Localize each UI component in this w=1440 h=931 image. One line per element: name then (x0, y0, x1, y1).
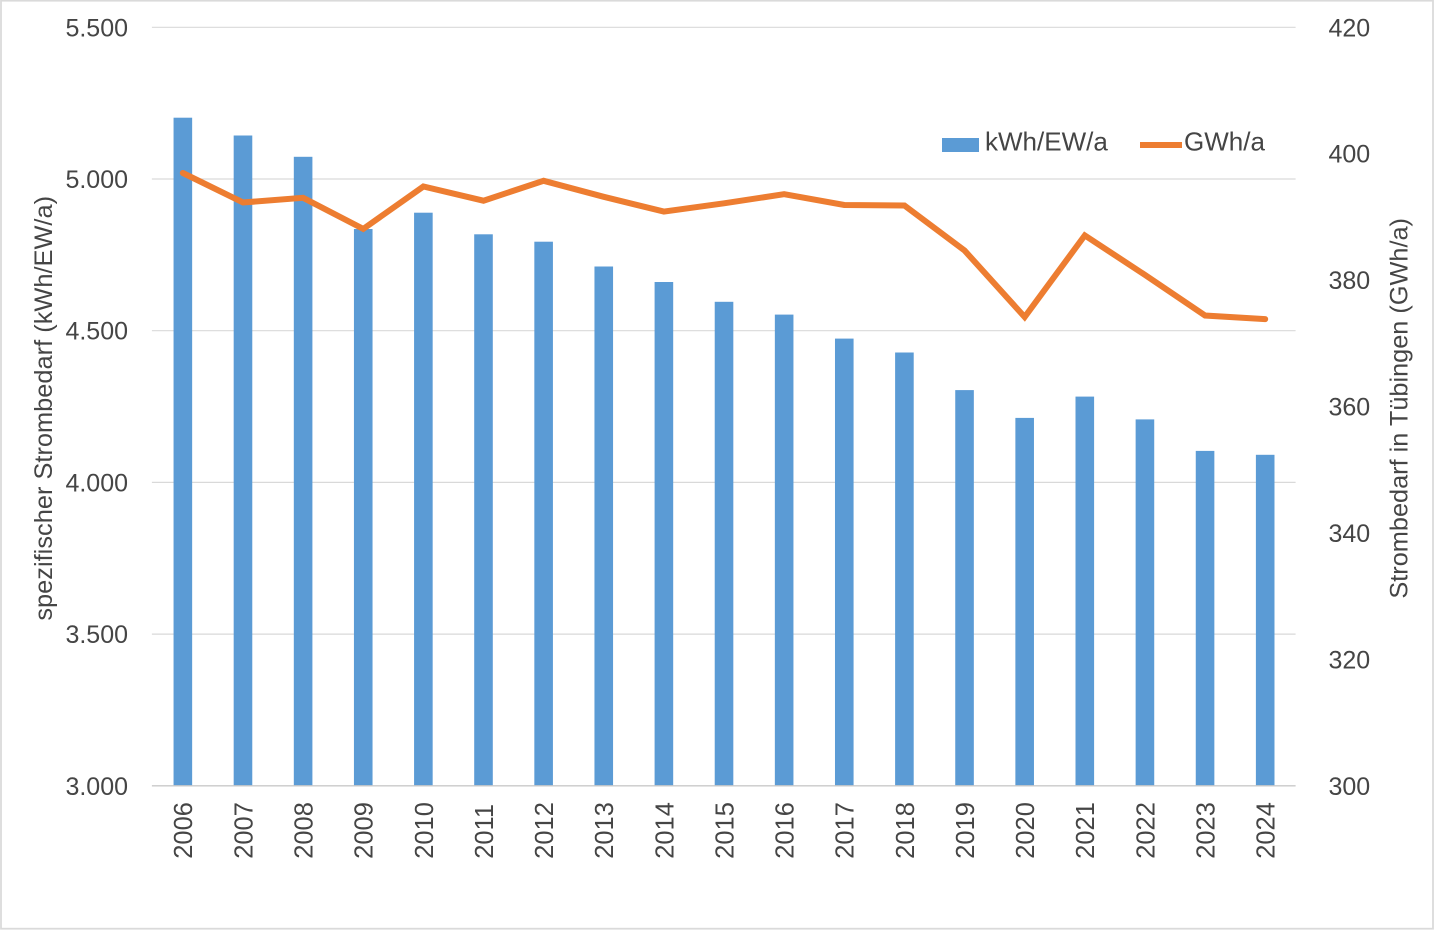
svg-text:2023: 2023 (1192, 802, 1220, 859)
svg-text:2022: 2022 (1132, 802, 1160, 859)
svg-text:3.000: 3.000 (65, 773, 128, 801)
svg-text:5.000: 5.000 (65, 166, 128, 194)
svg-text:4.500: 4.500 (65, 318, 128, 346)
svg-text:spezifischer Strombedarf (kWh/: spezifischer Strombedarf (kWh/EW/a) (30, 196, 58, 621)
svg-text:2006: 2006 (170, 802, 198, 859)
svg-text:3.500: 3.500 (65, 621, 128, 649)
svg-text:2009: 2009 (351, 802, 379, 859)
svg-text:400: 400 (1329, 141, 1371, 169)
svg-text:2016: 2016 (772, 802, 800, 859)
svg-text:Strombedarf in Tübingen (GWh/a: Strombedarf in Tübingen (GWh/a) (1386, 218, 1414, 599)
svg-text:2010: 2010 (411, 802, 439, 859)
svg-text:2012: 2012 (531, 802, 559, 859)
svg-text:2024: 2024 (1253, 802, 1281, 859)
svg-text:2020: 2020 (1012, 802, 1040, 859)
svg-text:2007: 2007 (230, 802, 258, 859)
svg-text:360: 360 (1329, 394, 1371, 422)
svg-text:320: 320 (1329, 646, 1371, 674)
svg-text:2017: 2017 (832, 802, 860, 859)
svg-text:4.000: 4.000 (65, 469, 128, 497)
svg-text:2018: 2018 (892, 802, 920, 859)
svg-text:420: 420 (1329, 14, 1371, 42)
svg-text:2021: 2021 (1072, 802, 1100, 859)
svg-text:2008: 2008 (291, 802, 319, 859)
svg-text:380: 380 (1329, 267, 1371, 295)
svg-text:GWh/a: GWh/a (1184, 127, 1265, 157)
svg-text:300: 300 (1329, 773, 1371, 801)
svg-text:340: 340 (1329, 520, 1371, 548)
svg-text:5.500: 5.500 (65, 14, 128, 42)
svg-text:2014: 2014 (651, 802, 679, 859)
svg-text:2015: 2015 (711, 802, 739, 859)
svg-text:2011: 2011 (471, 804, 499, 859)
svg-text:2019: 2019 (952, 802, 980, 859)
svg-text:kWh/EW/a: kWh/EW/a (985, 127, 1108, 157)
svg-text:2013: 2013 (591, 802, 619, 859)
